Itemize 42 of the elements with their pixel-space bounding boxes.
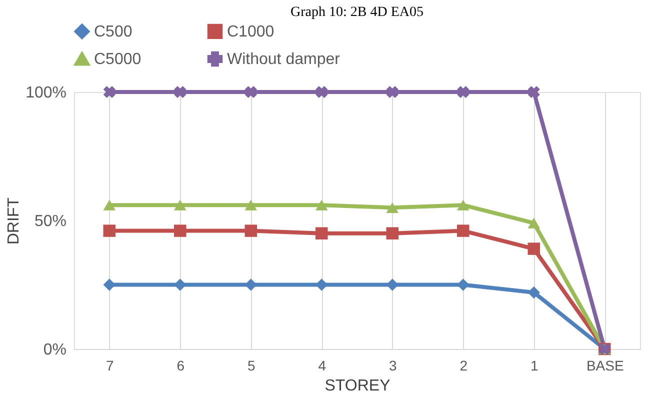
point bbox=[244, 200, 257, 210]
point bbox=[174, 86, 186, 98]
point bbox=[457, 200, 470, 210]
point bbox=[316, 227, 328, 240]
point bbox=[174, 200, 186, 210]
y-tick-label: 100% bbox=[26, 84, 66, 102]
legend-label: C5000 bbox=[94, 51, 142, 68]
point bbox=[316, 86, 328, 98]
x-tick-label: 5 bbox=[247, 358, 256, 374]
point bbox=[244, 224, 257, 237]
point bbox=[386, 202, 398, 213]
point bbox=[528, 286, 540, 299]
chart-title: Graph 10: 2B 4D EA05 bbox=[290, 5, 424, 20]
x-axis-title: STOREY bbox=[324, 378, 391, 394]
point bbox=[457, 278, 470, 291]
point bbox=[103, 224, 116, 237]
point bbox=[457, 224, 470, 237]
x-tick-label: 6 bbox=[176, 358, 185, 374]
point bbox=[174, 224, 186, 237]
point bbox=[103, 278, 116, 291]
y-tick-label: 50% bbox=[34, 213, 66, 230]
point bbox=[386, 227, 398, 240]
point bbox=[528, 86, 540, 98]
y-axis-title: DRIFT bbox=[6, 197, 23, 245]
x-tick-label: 4 bbox=[318, 358, 326, 374]
x-tick-label: 3 bbox=[388, 358, 397, 374]
point bbox=[103, 86, 116, 98]
point bbox=[316, 200, 328, 210]
y-tick-label: 0% bbox=[43, 342, 66, 358]
point bbox=[528, 218, 540, 228]
x-tick-label: BASE bbox=[586, 358, 624, 374]
x-tick-label: 7 bbox=[106, 358, 114, 374]
point bbox=[457, 86, 470, 98]
point bbox=[103, 200, 116, 210]
point bbox=[386, 86, 398, 98]
x-tick-label: 2 bbox=[460, 358, 468, 374]
legend-label: Without damper bbox=[227, 51, 341, 68]
point bbox=[244, 86, 257, 98]
x-tick-label: 1 bbox=[530, 358, 538, 374]
legend-label: C1000 bbox=[227, 23, 274, 40]
point bbox=[528, 242, 540, 255]
legend-label: C500 bbox=[94, 23, 132, 40]
